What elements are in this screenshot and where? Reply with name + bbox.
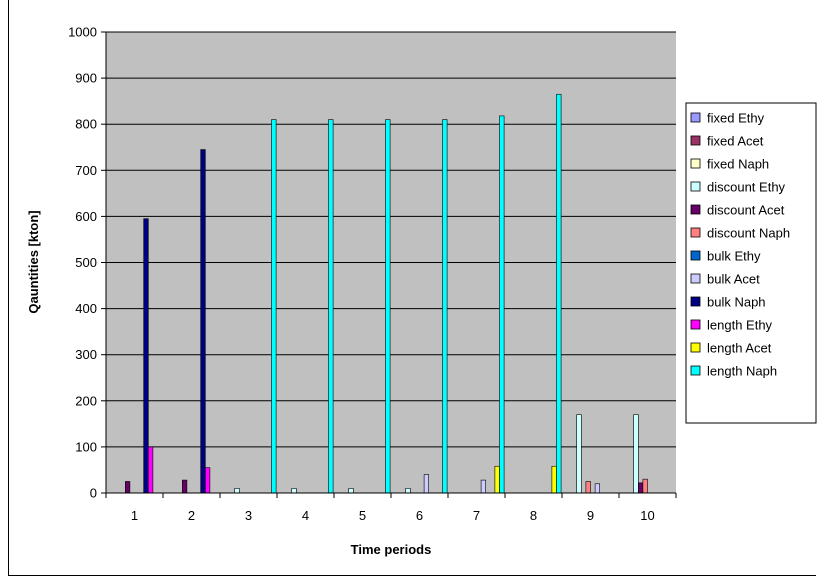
x-tick-label: 10 — [640, 508, 654, 523]
bar — [148, 446, 154, 494]
bar — [642, 478, 648, 494]
legend-swatch — [690, 273, 701, 284]
legend-swatch — [690, 296, 701, 307]
y-tick-label: 100 — [75, 439, 97, 454]
legend-swatch — [690, 204, 701, 215]
bar — [405, 488, 411, 494]
x-tick-label: 9 — [587, 508, 594, 523]
y-tick-label: 500 — [75, 255, 97, 270]
legend-swatch — [690, 181, 701, 192]
y-tick-label: 900 — [75, 71, 97, 86]
y-tick-label: 600 — [75, 209, 97, 224]
legend-entry: bulk Acet — [707, 272, 760, 287]
legend-entry: length Ethy — [707, 318, 773, 333]
legend-swatch — [690, 158, 701, 169]
chart-frame — [8, 0, 816, 576]
bar — [556, 93, 562, 494]
bar — [499, 115, 505, 494]
y-tick-label: 200 — [75, 393, 97, 408]
legend-box — [685, 102, 817, 424]
bar — [271, 119, 277, 494]
legend-entry: discount Ethy — [707, 180, 786, 195]
x-tick-label: 3 — [245, 508, 252, 523]
bar — [423, 474, 430, 494]
legend-entry: fixed Ethy — [707, 111, 765, 126]
legend-entry: fixed Naph — [707, 157, 769, 172]
legend-swatch — [690, 112, 701, 123]
y-tick-label: 0 — [90, 486, 97, 501]
y-axis-label: Qauntities [kton] — [26, 210, 41, 313]
bar — [480, 479, 487, 494]
bar — [291, 488, 297, 494]
y-tick-label: 400 — [75, 301, 97, 316]
bar — [234, 488, 240, 494]
legend-swatch — [690, 319, 701, 330]
legend-entry: fixed Acet — [707, 134, 764, 149]
legend-swatch — [690, 342, 701, 353]
y-tick-label: 700 — [75, 163, 97, 178]
bar — [200, 149, 206, 494]
legend-entry: discount Naph — [707, 226, 790, 241]
bar — [143, 218, 149, 494]
bar — [125, 481, 131, 494]
x-tick-label: 5 — [359, 508, 366, 523]
bar — [576, 414, 582, 494]
legend-swatch — [690, 135, 701, 146]
legend-entry: length Acet — [707, 341, 772, 356]
bar — [205, 467, 211, 494]
legend-swatch — [690, 227, 701, 238]
y-tick-label: 300 — [75, 347, 97, 362]
legend: fixed Ethy fixed Acet fixed Naph discount E… — [685, 102, 817, 424]
x-tick-label: 1 — [131, 508, 138, 523]
bar — [594, 483, 600, 494]
x-tick-label: 7 — [473, 508, 480, 523]
bar — [328, 119, 334, 494]
legend-swatch — [690, 365, 701, 376]
bar — [633, 414, 639, 494]
legend-swatch — [690, 250, 701, 261]
bar — [494, 465, 500, 494]
y-tick-label: 800 — [75, 117, 97, 132]
x-tick-label: 2 — [188, 508, 195, 523]
bar — [551, 465, 557, 494]
bar — [348, 488, 354, 494]
x-tick-label: 8 — [530, 508, 537, 523]
y-tick-label: 1000 — [68, 25, 97, 40]
bar — [385, 119, 391, 494]
x-axis-label: Time periods — [351, 542, 432, 557]
legend-entry: bulk Naph — [707, 295, 766, 310]
bar — [585, 481, 591, 494]
legend-entry: length Naph — [707, 364, 777, 379]
legend-entry: discount Acet — [707, 203, 785, 218]
legend-entry: bulk Ethy — [707, 249, 761, 264]
bar — [182, 479, 188, 494]
bar — [442, 119, 448, 494]
bar — [637, 482, 644, 494]
x-tick-label: 4 — [302, 508, 309, 523]
x-tick-label: 6 — [416, 508, 423, 523]
